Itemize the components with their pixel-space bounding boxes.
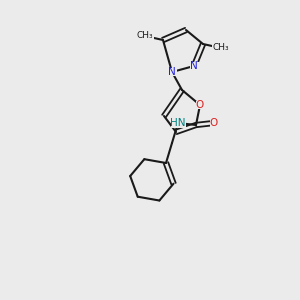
FancyBboxPatch shape (190, 62, 199, 70)
FancyBboxPatch shape (136, 32, 154, 40)
Text: HN: HN (170, 118, 186, 128)
FancyBboxPatch shape (212, 44, 230, 52)
Text: N: N (168, 67, 176, 77)
Text: O: O (196, 100, 204, 110)
Text: O: O (210, 118, 218, 128)
Text: N: N (190, 61, 198, 71)
Text: CH₃: CH₃ (137, 32, 153, 40)
FancyBboxPatch shape (170, 118, 185, 127)
FancyBboxPatch shape (209, 119, 218, 127)
Text: CH₃: CH₃ (213, 44, 229, 52)
FancyBboxPatch shape (167, 68, 176, 76)
FancyBboxPatch shape (196, 101, 205, 109)
